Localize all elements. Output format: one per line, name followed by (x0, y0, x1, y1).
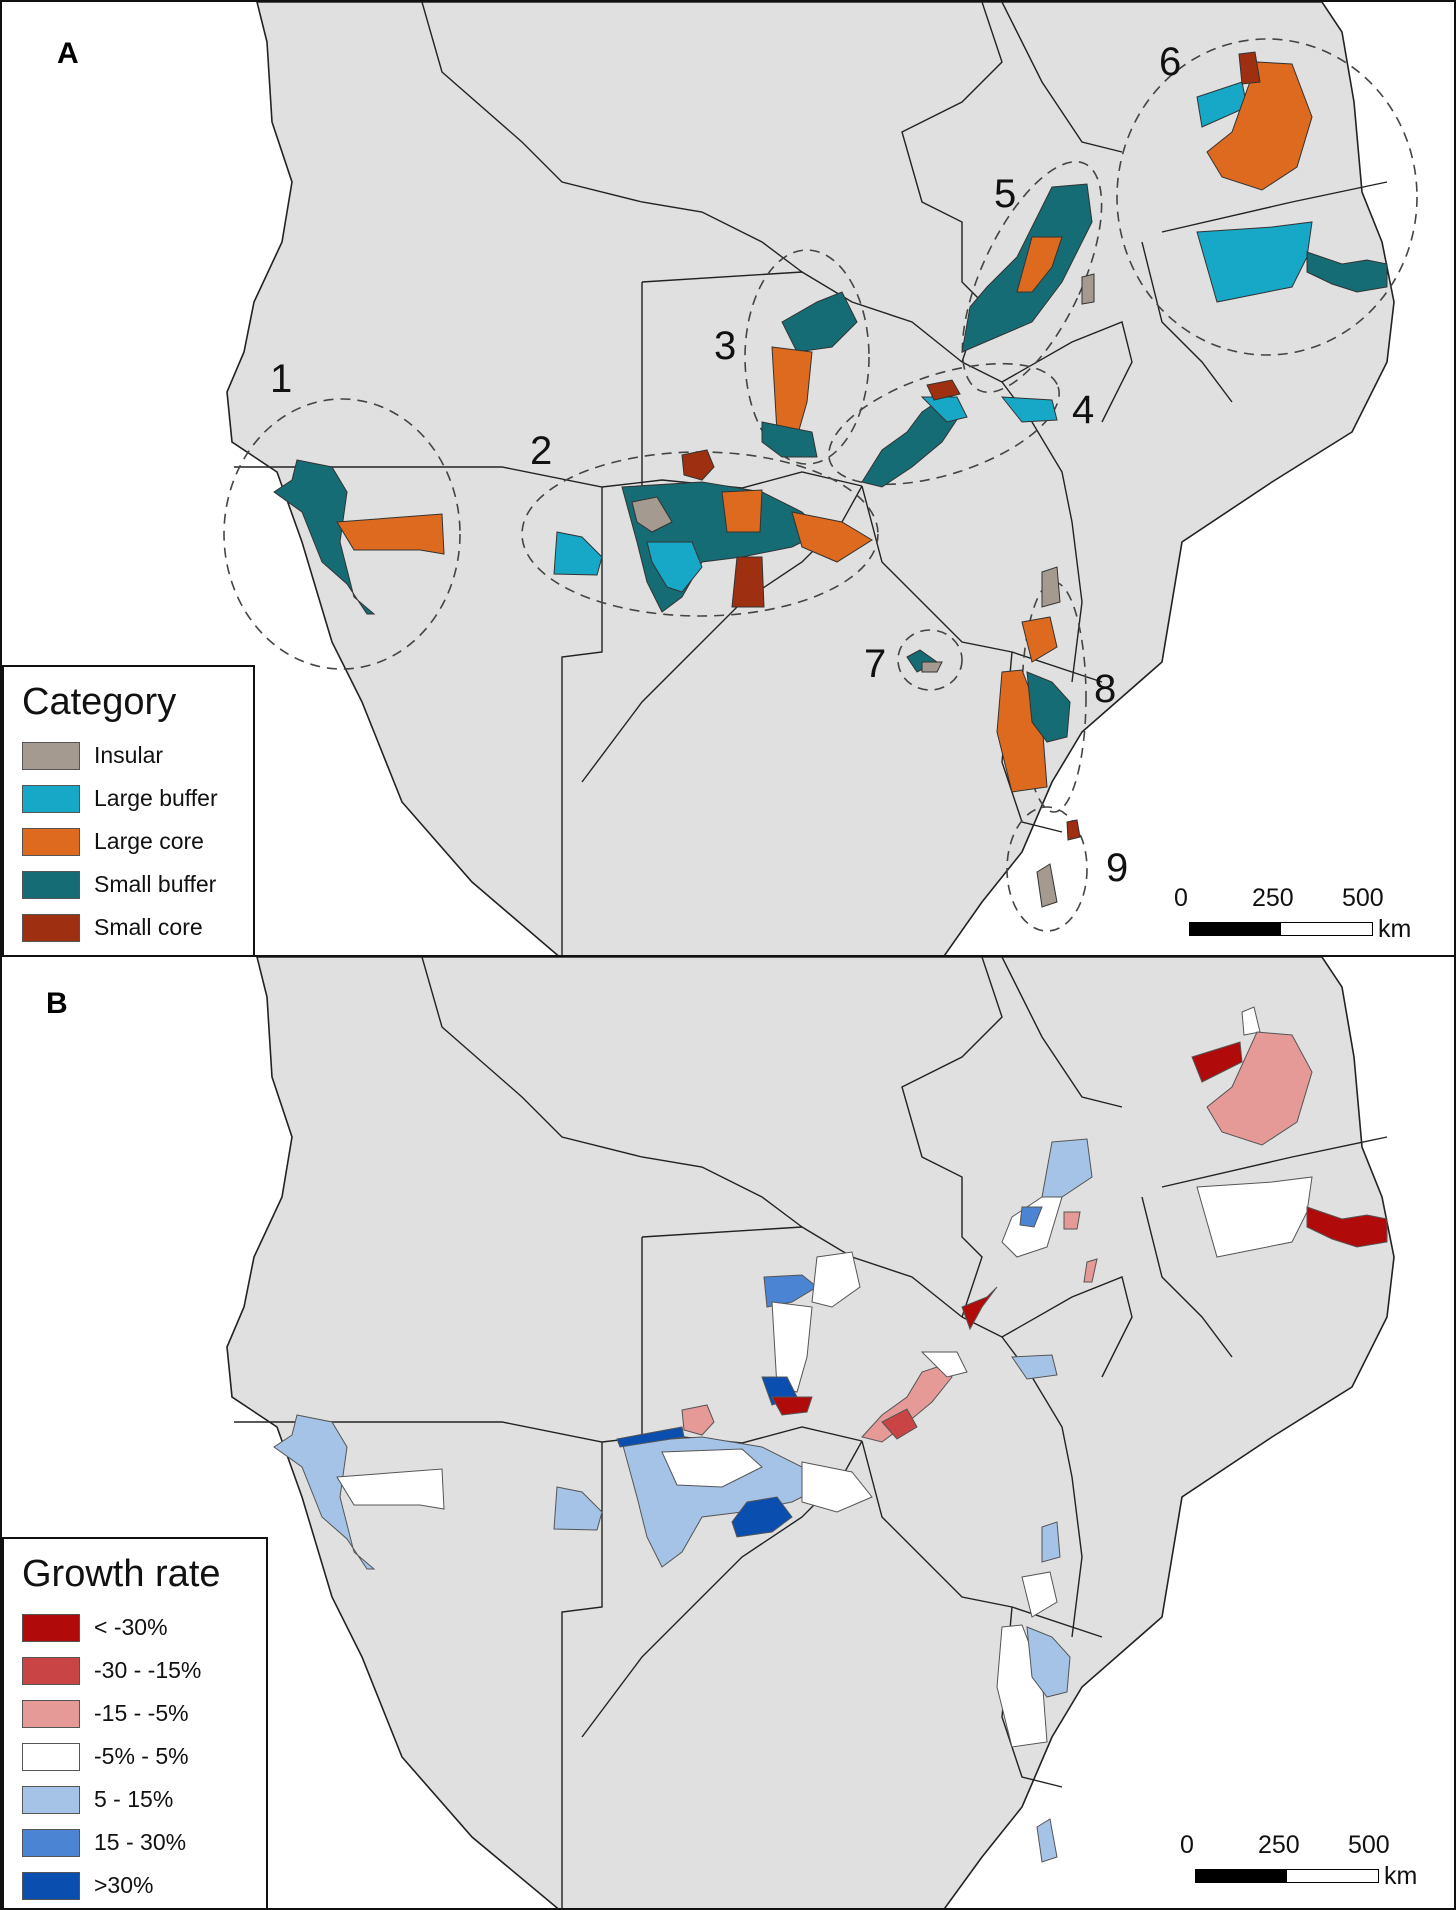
legend-growth-rate: Growth rate < -30% -30 - -15% -15 - -5% … (2, 1537, 268, 1908)
cluster-label-1: 1 (270, 357, 293, 401)
legend-label: Small core (94, 914, 203, 940)
legend-swatch (22, 1656, 80, 1685)
panel-a: A 1 2 3 4 5 6 7 8 9 Category Insular Lar… (0, 0, 1456, 957)
legend-swatch (22, 827, 80, 856)
scale-bar: 0 250 500 km (1180, 1831, 1428, 1891)
scale-tick: 250 (1252, 884, 1294, 912)
cluster-label-9: 9 (1106, 846, 1129, 890)
legend-label: Small buffer (94, 871, 217, 897)
legend-label: Large buffer (94, 785, 218, 811)
scale-tick: 0 (1180, 1831, 1194, 1859)
map-b (226, 957, 1395, 1908)
legend-swatch (22, 1828, 80, 1857)
legend-title: Growth rate (22, 1553, 221, 1595)
cluster-label-8: 8 (1094, 667, 1117, 711)
scale-tick: 500 (1348, 1831, 1390, 1859)
legend-label: Large core (94, 828, 204, 854)
legend-title: Category (22, 681, 177, 723)
legend-swatch (22, 870, 80, 899)
legend-category: Category Insular Large buffer Large core… (2, 665, 255, 955)
scale-segment-empty (1286, 1869, 1379, 1883)
panel-letter-b: B (46, 987, 68, 1020)
legend-item: Small buffer (22, 863, 235, 906)
legend-item: Large buffer (22, 777, 235, 820)
cluster-label-2: 2 (530, 429, 553, 473)
legend-item: Large core (22, 820, 235, 863)
cluster-label-3: 3 (714, 324, 737, 368)
scale-segment-filled (1189, 922, 1282, 936)
legend-swatch (22, 1871, 80, 1900)
legend-label: -15 - -5% (94, 1700, 189, 1726)
legend-swatch (22, 1613, 80, 1642)
cluster-label-4: 4 (1072, 388, 1095, 432)
legend-item: 5 - 15% (22, 1778, 248, 1821)
legend-item: 15 - 30% (22, 1821, 248, 1864)
legend-swatch (22, 1785, 80, 1814)
legend-swatch (22, 913, 80, 942)
legend-item: -15 - -5% (22, 1692, 248, 1735)
panel-letter-a: A (57, 37, 79, 70)
legend-item: Small core (22, 906, 235, 949)
legend-label: -5% - 5% (94, 1743, 189, 1769)
cluster-label-6: 6 (1159, 40, 1182, 84)
panel-b: B Growth rate < -30% -30 - -15% -15 - -5… (0, 955, 1456, 1910)
legend-label: < -30% (94, 1614, 168, 1640)
legend-swatch (22, 1699, 80, 1728)
scale-bar: 0 250 500 km (1174, 884, 1422, 944)
scale-unit: km (1378, 915, 1412, 943)
legend-label: >30% (94, 1872, 154, 1898)
legend-item: -30 - -15% (22, 1649, 248, 1692)
cluster-label-7: 7 (864, 642, 887, 686)
legend-item: >30% (22, 1864, 248, 1907)
legend-label: -30 - -15% (94, 1657, 202, 1683)
map-a (223, 2, 1418, 955)
land-mass (226, 957, 1395, 1908)
legend-item: Insular (22, 734, 235, 777)
land-mass (226, 2, 1395, 955)
legend-item: -5% - 5% (22, 1735, 248, 1778)
scale-tick: 250 (1258, 1831, 1300, 1859)
legend-label: 15 - 30% (94, 1829, 187, 1855)
protected-areas (273, 51, 1388, 908)
legend-label: Insular (94, 742, 164, 768)
scale-tick: 500 (1342, 884, 1384, 912)
legend-item: < -30% (22, 1606, 248, 1649)
legend-swatch (22, 1742, 80, 1771)
cluster-label-5: 5 (994, 172, 1017, 216)
legend-swatch (22, 784, 80, 813)
legend-swatch (22, 741, 80, 770)
protected-areas (273, 1006, 1388, 1863)
legend-label: 5 - 15% (94, 1786, 174, 1812)
scale-segment-empty (1280, 922, 1373, 936)
scale-tick: 0 (1174, 884, 1188, 912)
scale-unit: km (1384, 1862, 1418, 1890)
scale-segment-filled (1195, 1869, 1288, 1883)
